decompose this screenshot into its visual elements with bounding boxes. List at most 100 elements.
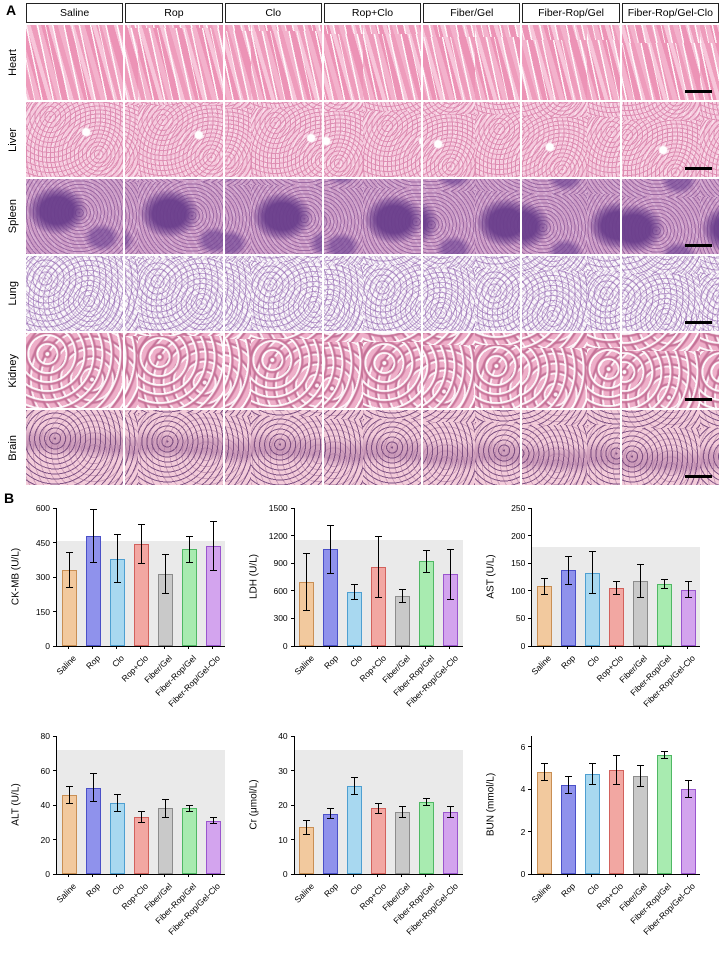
x-tick-label-saline: Saline [291, 653, 316, 677]
x-tick [67, 874, 69, 877]
plot-area [290, 735, 463, 875]
bar-rop [323, 813, 339, 874]
error-cap-top [65, 785, 73, 787]
x-tick [211, 874, 213, 877]
y-tick [290, 645, 295, 647]
error-cap-bottom [636, 786, 644, 788]
error-cap-top [209, 521, 217, 523]
bar-fiber-rop-gel [656, 584, 672, 646]
error-bar [426, 798, 428, 805]
error-cap-top [684, 580, 692, 582]
y-tick-label: 80 [40, 731, 50, 741]
error-cap-top [89, 773, 97, 775]
error-bar [354, 777, 356, 795]
error-cap-bottom [137, 562, 145, 564]
error-cap-top [161, 799, 169, 801]
error-cap-top [684, 780, 692, 782]
error-cap-top [185, 804, 193, 806]
error-cap-bottom [636, 596, 644, 598]
bar-fiber-rop-gel [656, 755, 672, 874]
y-tick [290, 770, 295, 771]
panel-a-label: A [6, 2, 17, 18]
error-bar [68, 786, 70, 804]
row-label-liver: Liver [2, 102, 24, 177]
error-cap-top [540, 577, 548, 579]
error-cap-top [399, 806, 407, 808]
x-tick [686, 646, 688, 649]
row-label-lung: Lung [2, 256, 24, 331]
column-header-fiber-rop-gel-clo: Fiber-Rop/Gel-Clo [621, 3, 719, 23]
error-cap-bottom [161, 816, 169, 818]
error-cap-bottom [588, 593, 596, 595]
row-label-text-heart: Heart [7, 49, 19, 76]
error-bar [687, 780, 689, 798]
bar-saline [536, 586, 552, 646]
row-label-spleen: Spleen [2, 179, 24, 254]
y-axis-label: Cr (μmol/L) [248, 779, 260, 830]
error-cap-bottom [303, 609, 311, 611]
error-cap-top [327, 524, 335, 526]
error-cap-bottom [185, 811, 193, 813]
error-bar [212, 817, 214, 824]
y-tick-label: 0 [282, 869, 288, 879]
histology-image-spleen-rop-clo [323, 179, 422, 254]
x-tick-label-clo: Clo [109, 881, 127, 898]
y-tick-label: 20 [40, 834, 50, 845]
error-bar [140, 524, 142, 564]
x-tick-label-clo: Clo [347, 653, 364, 670]
error-bar [116, 794, 118, 812]
bar-clo [584, 774, 600, 874]
x-tick-label-clo: Clo [585, 653, 602, 670]
y-tick-label: 900 [273, 558, 288, 569]
bar-fiber-gel [157, 808, 173, 874]
y-tick-label: 200 [511, 530, 526, 541]
y-tick-label: 150 [35, 606, 50, 617]
histology-image-lung-clo [224, 256, 322, 331]
x-tick [305, 874, 307, 877]
x-tick [590, 874, 592, 877]
chart-bun-mmol-l: BUN (mmol/L) 0 2 4 6 Saline Rop Clo Rop+Clo Fiber… [481, 724, 719, 952]
y-tick [528, 617, 533, 619]
error-bar [164, 554, 166, 594]
histology-image-kidney-rop-clo [323, 333, 422, 408]
histology-image-brain-fiber-rop-gel-clo [621, 410, 719, 485]
error-cap-bottom [564, 583, 572, 585]
x-tick [542, 646, 544, 649]
histology-image-heart-fiber-rop-gel-clo [621, 25, 719, 100]
error-cap-bottom [351, 794, 359, 796]
error-cap-top [303, 552, 311, 554]
chart-cr-mol-l: Cr (μmol/L) 0 10 20 30 40 Saline Rop Clo Rop+Clo F… [244, 724, 482, 952]
bar-fiber-gel [632, 776, 648, 874]
plot-area [290, 507, 463, 647]
x-tick [638, 646, 640, 649]
error-cap-bottom [137, 821, 145, 823]
error-cap-top [660, 751, 668, 753]
y-tick [53, 770, 57, 771]
error-cap-bottom [375, 596, 383, 598]
bar-saline [61, 794, 77, 874]
error-cap-top [660, 579, 668, 581]
error-cap-bottom [423, 804, 431, 806]
chart-ldh-u-l: LDH (U/L) 0 300 600 900 1200 1500 Saline Rop Clo R… [244, 496, 482, 724]
x-tick [449, 646, 451, 649]
bar-rop-clo [371, 808, 387, 874]
y-axis-label: ALT (U/L) [10, 783, 22, 826]
histology-image-spleen-fiber-rop-gel-clo [621, 179, 719, 254]
error-cap-top [588, 763, 596, 765]
bar-fiber-rop-gel-clo [443, 811, 459, 874]
histology-image-kidney-clo [224, 333, 322, 408]
histology-image-brain-fiber-rop-gel [522, 410, 620, 485]
error-cap-bottom [65, 586, 73, 588]
y-tick-label: 40 [278, 731, 288, 741]
histology-image-kidney-fiber-gel [423, 333, 521, 408]
x-tick [187, 874, 189, 877]
error-cap-top [327, 807, 335, 809]
histology-image-lung-rop-clo [323, 256, 422, 331]
x-tick-label-saline: Saline [529, 653, 554, 677]
x-tick-label-rop: Rop [321, 653, 340, 672]
y-tick [290, 839, 295, 840]
x-tick [139, 874, 141, 877]
error-cap-top [399, 589, 407, 591]
histology-image-brain-fiber-gel [423, 410, 521, 485]
error-cap-top [185, 536, 193, 538]
